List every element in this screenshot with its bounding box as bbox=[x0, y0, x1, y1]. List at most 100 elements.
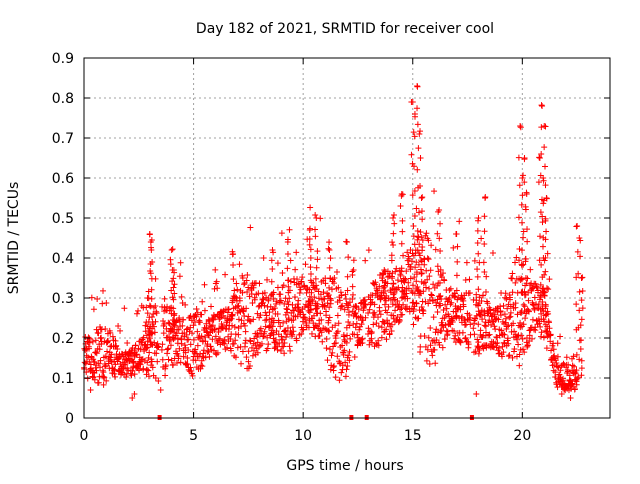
data-point bbox=[402, 276, 409, 283]
data-point bbox=[419, 237, 426, 244]
data-point bbox=[343, 339, 350, 346]
data-point bbox=[228, 347, 235, 354]
data-point bbox=[454, 258, 461, 265]
data-point bbox=[418, 278, 425, 285]
data-point bbox=[520, 234, 527, 241]
data-point bbox=[254, 349, 261, 356]
data-point bbox=[524, 306, 531, 313]
data-point bbox=[320, 289, 327, 296]
data-point bbox=[537, 294, 544, 301]
data-point bbox=[359, 335, 366, 342]
data-point bbox=[198, 362, 205, 369]
data-point bbox=[336, 297, 343, 304]
data-point bbox=[133, 351, 140, 358]
data-point bbox=[404, 249, 411, 256]
data-point bbox=[91, 376, 98, 383]
data-point bbox=[289, 331, 296, 338]
data-point bbox=[270, 319, 277, 326]
data-point bbox=[390, 215, 397, 221]
data-point bbox=[227, 335, 234, 342]
data-point bbox=[537, 333, 544, 340]
data-point bbox=[442, 322, 449, 329]
data-point bbox=[500, 349, 507, 356]
data-point bbox=[216, 335, 223, 342]
data-point bbox=[453, 287, 460, 294]
data-point bbox=[284, 309, 291, 316]
data-point bbox=[173, 359, 180, 366]
data-point bbox=[431, 188, 438, 195]
data-point bbox=[475, 250, 482, 257]
data-point bbox=[474, 227, 481, 234]
data-point bbox=[442, 301, 449, 308]
data-point bbox=[500, 331, 507, 338]
data-point bbox=[375, 314, 382, 321]
data-point bbox=[102, 325, 109, 332]
data-point bbox=[307, 307, 314, 314]
data-point bbox=[443, 305, 450, 312]
data-point bbox=[503, 295, 510, 302]
data-point bbox=[325, 327, 332, 334]
data-point bbox=[377, 311, 384, 318]
data-point bbox=[578, 297, 585, 304]
data-point bbox=[375, 342, 382, 349]
data-point bbox=[400, 252, 407, 259]
data-point bbox=[193, 306, 200, 313]
data-point bbox=[326, 284, 333, 291]
data-point bbox=[152, 318, 159, 325]
data-point bbox=[370, 280, 377, 287]
data-point bbox=[273, 328, 280, 335]
data-point bbox=[372, 279, 379, 286]
x-tick-label: 20 bbox=[513, 428, 531, 444]
data-point bbox=[231, 323, 238, 330]
data-point bbox=[447, 285, 454, 292]
data-point bbox=[480, 292, 487, 299]
data-point bbox=[284, 265, 291, 272]
data-point bbox=[441, 335, 448, 342]
data-point bbox=[285, 301, 292, 308]
data-point bbox=[350, 312, 357, 319]
data-point bbox=[223, 344, 230, 351]
data-point bbox=[86, 345, 93, 352]
data-point bbox=[190, 336, 197, 343]
data-point bbox=[114, 358, 121, 365]
data-point bbox=[170, 296, 177, 303]
data-point bbox=[148, 275, 155, 282]
data-point bbox=[149, 259, 156, 266]
data-point bbox=[460, 303, 467, 310]
data-point bbox=[463, 259, 470, 266]
data-point bbox=[482, 195, 489, 201]
data-point bbox=[153, 308, 160, 315]
data-point bbox=[423, 267, 430, 274]
data-point bbox=[108, 358, 115, 365]
data-point bbox=[513, 254, 520, 261]
data-point bbox=[246, 317, 253, 324]
data-point bbox=[168, 357, 175, 364]
data-point bbox=[547, 331, 554, 338]
data-point bbox=[249, 299, 256, 306]
data-point bbox=[418, 208, 425, 215]
data-point bbox=[535, 287, 542, 294]
data-point bbox=[532, 327, 539, 334]
data-point bbox=[170, 275, 177, 282]
data-point bbox=[133, 351, 140, 358]
data-point bbox=[362, 301, 369, 308]
data-point bbox=[312, 322, 319, 329]
data-point bbox=[476, 347, 483, 354]
data-point bbox=[335, 284, 342, 291]
data-point bbox=[105, 337, 112, 344]
data-point bbox=[254, 339, 261, 346]
data-point bbox=[181, 342, 188, 349]
data-point bbox=[103, 300, 110, 307]
data-point bbox=[520, 261, 527, 268]
data-point bbox=[104, 348, 111, 355]
data-point bbox=[232, 354, 239, 361]
data-point bbox=[352, 324, 359, 331]
data-point bbox=[414, 83, 421, 89]
data-point bbox=[344, 362, 351, 369]
data-point bbox=[568, 381, 575, 388]
data-point bbox=[541, 292, 548, 299]
data-point bbox=[131, 371, 138, 378]
data-point bbox=[368, 339, 375, 346]
data-point bbox=[493, 305, 500, 312]
data-point bbox=[457, 306, 464, 313]
